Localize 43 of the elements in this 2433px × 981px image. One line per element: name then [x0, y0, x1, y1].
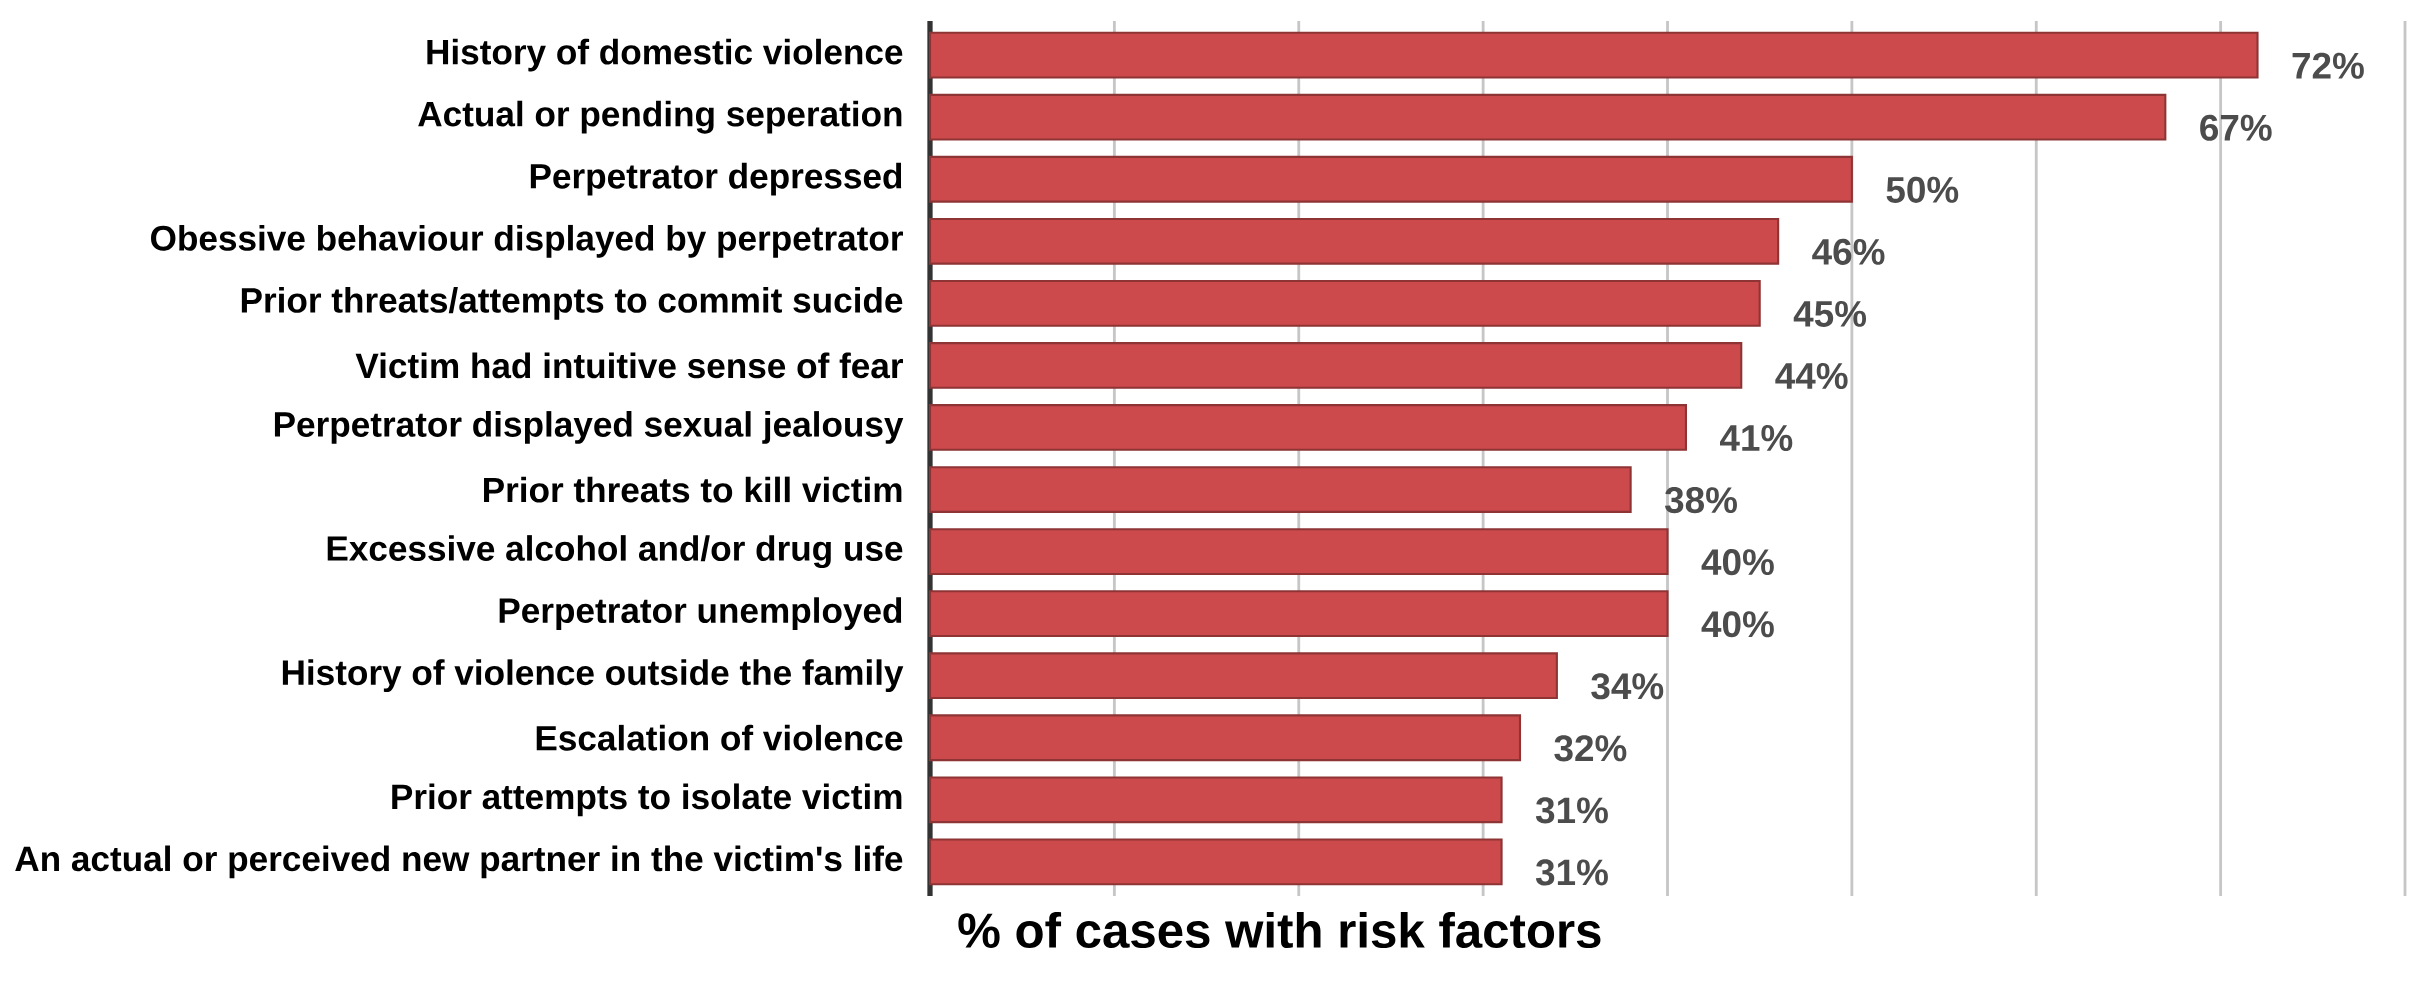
data-label: 40%	[1701, 611, 1774, 638]
bar	[928, 776, 1503, 824]
bar	[928, 652, 1558, 700]
bar	[928, 93, 2167, 141]
y-tick-label: Prior threats to kill victim	[484, 476, 902, 503]
y-tick-label: Perpetrator unemployed	[499, 597, 902, 631]
bar	[928, 590, 1669, 638]
data-label: 72%	[2292, 52, 2364, 79]
bar	[928, 279, 1761, 327]
x-axis-title: % of cases with risk factors	[958, 911, 1601, 949]
y-tick-label: History of violence outside the family	[282, 659, 904, 693]
y-tick-label: Actual or pending seperation	[418, 100, 902, 134]
bar	[928, 31, 2259, 79]
data-label: 41%	[1720, 425, 1793, 451]
bar	[928, 528, 1669, 575]
bar	[928, 838, 1503, 886]
y-tick-label: Victim had intuitive sense of fear	[355, 352, 904, 379]
data-label: 46%	[1812, 238, 1885, 265]
y-tick-label: Perpetrator displayed sexual jealousy	[274, 411, 904, 444]
y-tick-label: History of domestic violence	[427, 38, 903, 72]
bar	[928, 155, 1853, 203]
data-label: 44%	[1775, 363, 1848, 389]
data-label: 34%	[1591, 673, 1664, 700]
data-label: 32%	[1554, 735, 1627, 762]
y-tick-label: Excessive alcohol and/or drug use	[327, 535, 903, 569]
bar	[928, 217, 1780, 265]
y-tick-label: Escalation of violence	[536, 724, 903, 751]
data-label: 67%	[2200, 114, 2272, 141]
data-label: 50%	[1886, 176, 1959, 203]
data-label: 38%	[1664, 487, 1737, 514]
bar	[928, 342, 1743, 389]
y-tick-label: An actual or perceived new partner in the victim's life	[15, 845, 903, 879]
bar	[928, 466, 1632, 513]
data-label: 40%	[1701, 549, 1774, 576]
y-tick-label: Prior threats/attempts to commit sucide	[241, 286, 903, 320]
data-label: 45%	[1793, 300, 1867, 327]
bar	[928, 714, 1522, 762]
data-label: 31%	[1535, 797, 1608, 824]
y-tick-label: Prior attempts to isolate victim	[392, 783, 902, 817]
y-tick-label: Obessive behaviour displayed by perpetrator	[151, 224, 903, 258]
data-label: 31%	[1535, 859, 1608, 886]
bar	[928, 404, 1687, 451]
y-tick-label: Perpetrator depressed	[530, 162, 902, 196]
